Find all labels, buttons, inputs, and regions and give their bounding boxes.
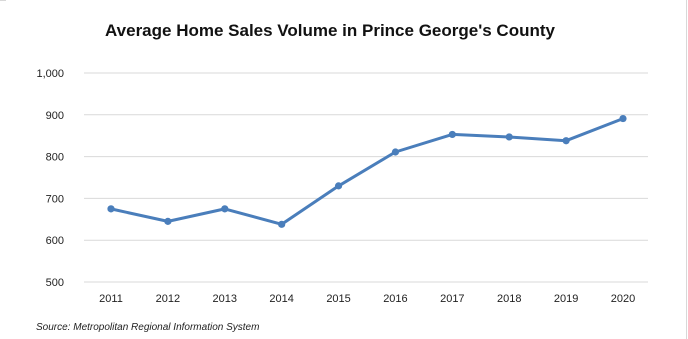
y-tick-label: 1,000 bbox=[36, 68, 64, 80]
x-tick-label: 2014 bbox=[269, 293, 293, 305]
x-tick-label: 2011 bbox=[99, 293, 123, 305]
data-point bbox=[221, 205, 229, 213]
data-point bbox=[334, 182, 343, 190]
y-tick-label: 700 bbox=[46, 193, 64, 205]
x-tick-label: 2012 bbox=[156, 293, 180, 305]
x-tick-label: 2016 bbox=[383, 293, 407, 305]
chart-title: Average Home Sales Volume in Prince Geor… bbox=[105, 21, 555, 40]
x-tick-label: 2017 bbox=[440, 293, 464, 305]
data-point bbox=[278, 220, 286, 228]
x-tick-label: 2018 bbox=[497, 293, 521, 305]
frame-border bbox=[686, 0, 687, 339]
data-point bbox=[562, 137, 570, 145]
series-markers bbox=[107, 114, 627, 228]
y-tick-label: 500 bbox=[46, 277, 64, 289]
source-note: Source: Metropolitan Regional Informatio… bbox=[36, 322, 260, 333]
data-point bbox=[164, 217, 172, 225]
data-point bbox=[619, 114, 627, 123]
x-tick-label: 2020 bbox=[611, 293, 635, 305]
y-axis: 500 600 700 800 900 1,000 bbox=[36, 68, 64, 289]
x-tick-label: 2019 bbox=[554, 293, 578, 305]
data-point bbox=[391, 148, 400, 156]
y-tick-label: 600 bbox=[46, 235, 64, 247]
y-tick-label: 800 bbox=[46, 152, 64, 164]
data-point bbox=[505, 133, 513, 141]
data-point bbox=[448, 130, 456, 139]
y-tick-label: 900 bbox=[46, 110, 64, 122]
frame-border-top bbox=[0, 0, 6, 1]
series-line-path bbox=[109, 117, 625, 226]
x-axis: 2011 2012 2013 2014 2015 2016 2017 2018 2019 2020 bbox=[99, 293, 635, 305]
gridlines bbox=[84, 72, 648, 283]
x-tick-label: 2013 bbox=[213, 293, 237, 305]
x-tick-label: 2015 bbox=[326, 293, 350, 305]
data-point bbox=[107, 205, 115, 213]
series-line bbox=[109, 117, 625, 226]
